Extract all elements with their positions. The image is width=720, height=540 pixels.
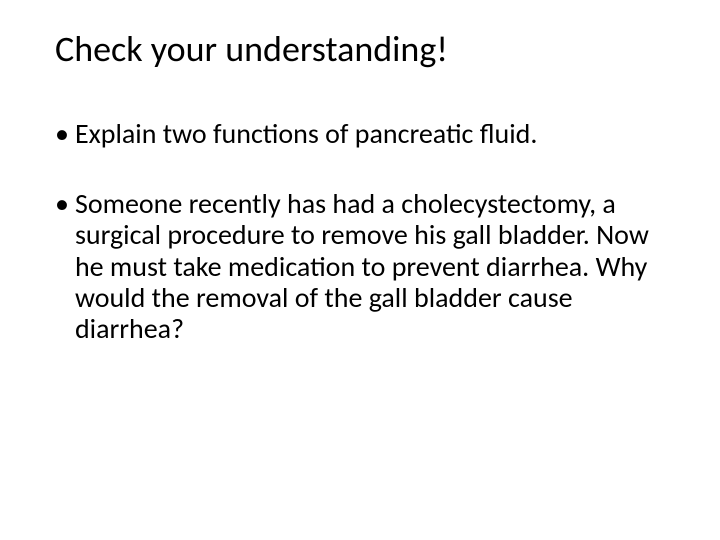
list-item: • Someone recently has had a cholecystec… [55,188,665,345]
bullet-list: • Explain two functions of pancreatic fl… [55,118,665,345]
list-item: • Explain two functions of pancreatic fl… [55,118,665,150]
bullet-icon: • [55,188,75,220]
bullet-text: Someone recently has had a cholecystecto… [75,188,665,345]
bullet-text: Explain two functions of pancreatic flui… [75,118,665,149]
slide-title: Check your understanding! [55,30,665,70]
slide: Check your understanding! • Explain two … [0,0,720,540]
bullet-icon: • [55,118,75,150]
